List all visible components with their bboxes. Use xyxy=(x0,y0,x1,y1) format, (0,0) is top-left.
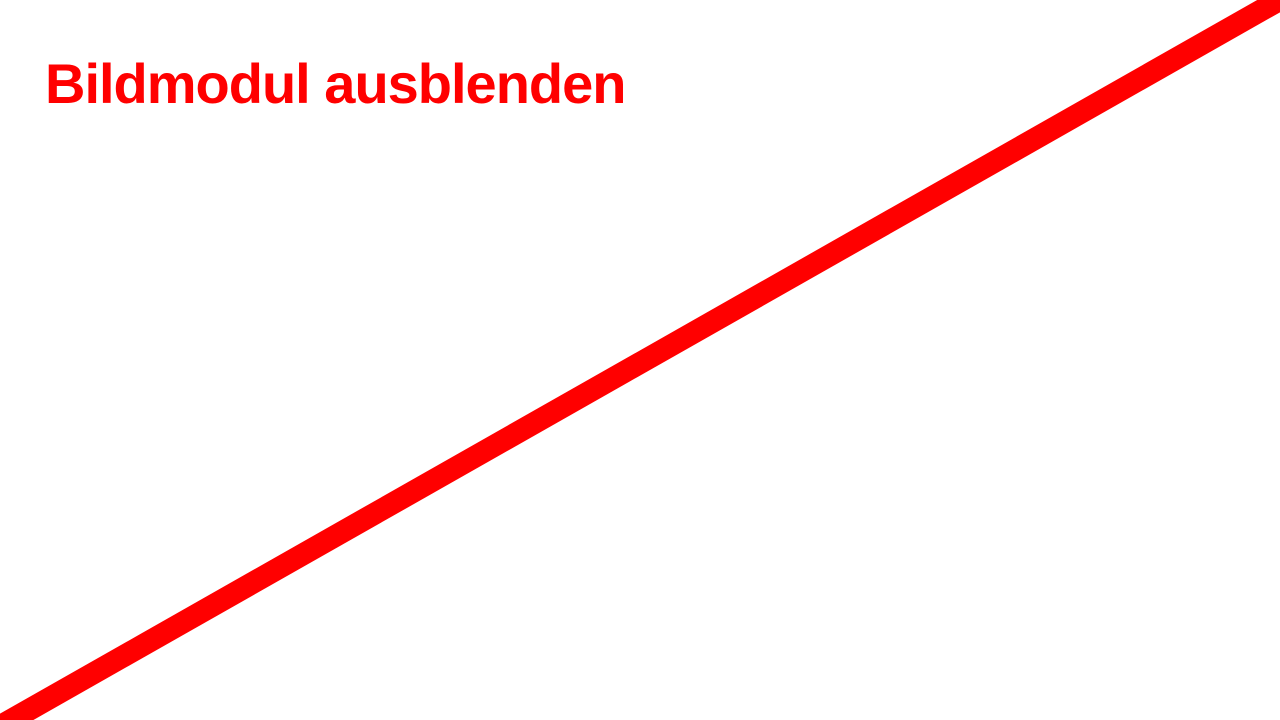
hide-image-module-label: Bildmodul ausblenden xyxy=(45,52,626,115)
